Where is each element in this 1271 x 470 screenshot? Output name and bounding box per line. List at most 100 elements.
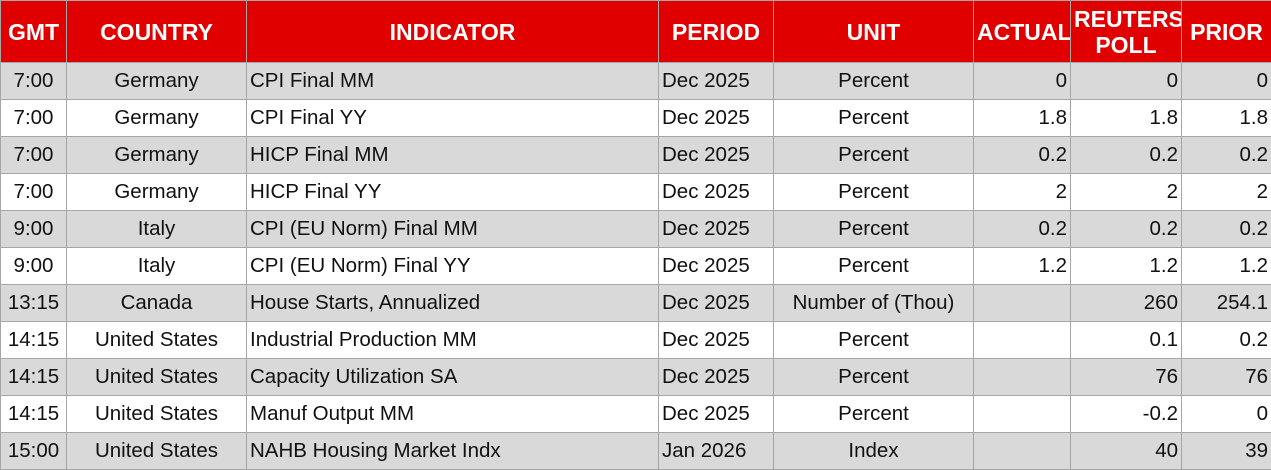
cell-poll: 2 (1071, 174, 1182, 211)
cell-indicator: NAHB Housing Market Indx (247, 433, 659, 470)
cell-gmt: 14:15 (1, 396, 67, 433)
cell-country: United States (67, 322, 247, 359)
table-row: 15:00 United States NAHB Housing Market … (1, 433, 1271, 470)
cell-prior: 1.2 (1182, 248, 1271, 285)
header-row: GMT COUNTRY INDICATOR PERIOD UNIT ACTUAL… (1, 1, 1271, 63)
header-indicator: INDICATOR (247, 1, 659, 63)
cell-prior: 76 (1182, 359, 1271, 396)
table-row: 7:00 Germany CPI Final YY Dec 2025 Perce… (1, 100, 1271, 137)
cell-actual (974, 359, 1071, 396)
cell-unit: Percent (774, 359, 974, 396)
table-row: 9:00 Italy CPI (EU Norm) Final YY Dec 20… (1, 248, 1271, 285)
cell-prior: 1.8 (1182, 100, 1271, 137)
cell-country: Germany (67, 63, 247, 100)
cell-poll: 0.2 (1071, 137, 1182, 174)
cell-unit: Percent (774, 137, 974, 174)
cell-poll: 40 (1071, 433, 1182, 470)
table-row: 13:15 Canada House Starts, Annualized De… (1, 285, 1271, 322)
header-gmt: GMT (1, 1, 67, 63)
cell-period: Dec 2025 (659, 211, 774, 248)
cell-indicator: Industrial Production MM (247, 322, 659, 359)
cell-period: Dec 2025 (659, 100, 774, 137)
cell-poll: 0 (1071, 63, 1182, 100)
cell-unit: Percent (774, 100, 974, 137)
cell-actual: 0.2 (974, 137, 1071, 174)
cell-country: Germany (67, 137, 247, 174)
cell-unit: Percent (774, 396, 974, 433)
cell-indicator: HICP Final YY (247, 174, 659, 211)
cell-poll: 76 (1071, 359, 1182, 396)
cell-poll: 0.1 (1071, 322, 1182, 359)
cell-unit: Percent (774, 248, 974, 285)
cell-poll: 1.2 (1071, 248, 1182, 285)
cell-prior: 0.2 (1182, 211, 1271, 248)
cell-actual (974, 322, 1071, 359)
cell-period: Dec 2025 (659, 63, 774, 100)
cell-actual: 1.2 (974, 248, 1071, 285)
cell-indicator: CPI Final YY (247, 100, 659, 137)
cell-unit: Percent (774, 211, 974, 248)
cell-actual: 0.2 (974, 211, 1071, 248)
cell-prior: 2 (1182, 174, 1271, 211)
header-reuters-poll: REUTERS POLL (1071, 1, 1182, 63)
table-row: 7:00 Germany HICP Final MM Dec 2025 Perc… (1, 137, 1271, 174)
cell-country: United States (67, 359, 247, 396)
cell-indicator: Manuf Output MM (247, 396, 659, 433)
cell-poll: 1.8 (1071, 100, 1182, 137)
cell-country: Italy (67, 211, 247, 248)
cell-poll: 0.2 (1071, 211, 1182, 248)
header-prior: PRIOR (1182, 1, 1271, 63)
cell-country: United States (67, 433, 247, 470)
cell-unit: Number of (Thou) (774, 285, 974, 322)
table-row: 14:15 United States Industrial Productio… (1, 322, 1271, 359)
cell-gmt: 7:00 (1, 63, 67, 100)
cell-gmt: 9:00 (1, 211, 67, 248)
cell-poll: -0.2 (1071, 396, 1182, 433)
cell-unit: Index (774, 433, 974, 470)
cell-unit: Percent (774, 174, 974, 211)
cell-actual: 0 (974, 63, 1071, 100)
cell-period: Dec 2025 (659, 396, 774, 433)
cell-gmt: 9:00 (1, 248, 67, 285)
cell-gmt: 14:15 (1, 359, 67, 396)
cell-gmt: 13:15 (1, 285, 67, 322)
table-row: 7:00 Germany CPI Final MM Dec 2025 Perce… (1, 63, 1271, 100)
cell-period: Dec 2025 (659, 322, 774, 359)
cell-prior: 0.2 (1182, 137, 1271, 174)
table-row: 9:00 Italy CPI (EU Norm) Final MM Dec 20… (1, 211, 1271, 248)
cell-actual: 2 (974, 174, 1071, 211)
cell-actual (974, 285, 1071, 322)
cell-indicator: House Starts, Annualized (247, 285, 659, 322)
cell-period: Dec 2025 (659, 359, 774, 396)
cell-actual (974, 433, 1071, 470)
cell-gmt: 7:00 (1, 137, 67, 174)
cell-unit: Percent (774, 63, 974, 100)
cell-indicator: CPI (EU Norm) Final MM (247, 211, 659, 248)
cell-country: United States (67, 396, 247, 433)
cell-prior: 254.1 (1182, 285, 1271, 322)
cell-indicator: CPI Final MM (247, 63, 659, 100)
cell-period: Dec 2025 (659, 137, 774, 174)
cell-prior: 0 (1182, 63, 1271, 100)
cell-indicator: HICP Final MM (247, 137, 659, 174)
cell-period: Dec 2025 (659, 285, 774, 322)
header-country: COUNTRY (67, 1, 247, 63)
cell-gmt: 14:15 (1, 322, 67, 359)
cell-indicator: CPI (EU Norm) Final YY (247, 248, 659, 285)
header-actual: ACTUAL (974, 1, 1071, 63)
cell-gmt: 7:00 (1, 174, 67, 211)
table-row: 7:00 Germany HICP Final YY Dec 2025 Perc… (1, 174, 1271, 211)
cell-indicator: Capacity Utilization SA (247, 359, 659, 396)
cell-country: Germany (67, 100, 247, 137)
cell-period: Dec 2025 (659, 174, 774, 211)
cell-actual: 1.8 (974, 100, 1071, 137)
cell-country: Germany (67, 174, 247, 211)
cell-poll: 260 (1071, 285, 1182, 322)
cell-country: Italy (67, 248, 247, 285)
cell-period: Jan 2026 (659, 433, 774, 470)
table-row: 14:15 United States Capacity Utilization… (1, 359, 1271, 396)
cell-country: Canada (67, 285, 247, 322)
cell-prior: 0.2 (1182, 322, 1271, 359)
cell-unit: Percent (774, 322, 974, 359)
table-row: 14:15 United States Manuf Output MM Dec … (1, 396, 1271, 433)
